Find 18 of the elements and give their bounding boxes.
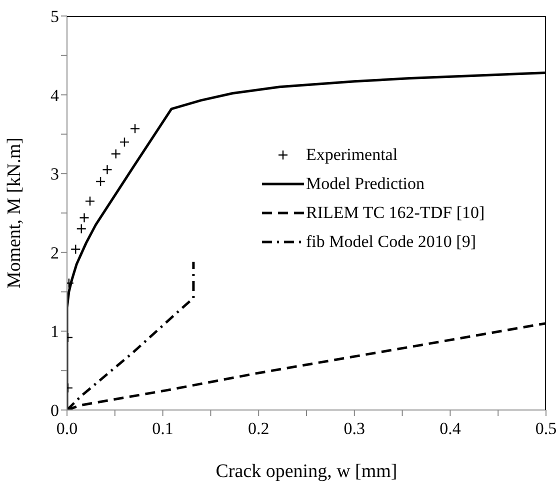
legend-label: fib Model Code 2010 [9] — [306, 231, 476, 253]
legend-label: RILEM TC 162-TDF [10] — [306, 202, 485, 224]
y-tick-label: 4 — [50, 86, 60, 105]
x-tick-label: 0.0 — [56, 419, 78, 438]
legend-label: Model Prediction — [306, 173, 425, 195]
x-tick-label: 0.2 — [248, 419, 270, 438]
x-tick-label: 0.5 — [535, 419, 557, 438]
y-tick-label: 1 — [50, 322, 59, 342]
y-tick-label: 2 — [50, 243, 59, 262]
y-tick-label: 5 — [50, 7, 59, 26]
x-tick-label: 0.1 — [152, 419, 174, 438]
legend-label: Experimental — [306, 144, 398, 166]
x-tick-label: 0.3 — [344, 419, 366, 438]
y-tick-label: 0 — [50, 401, 59, 420]
y-tick-label: 3 — [50, 164, 59, 184]
x-axis-title: Crack opening, w [mm] — [216, 461, 398, 482]
x-tick-label: 0.4 — [440, 419, 462, 438]
y-axis-title: Moment, M [kN.m] — [4, 138, 25, 288]
